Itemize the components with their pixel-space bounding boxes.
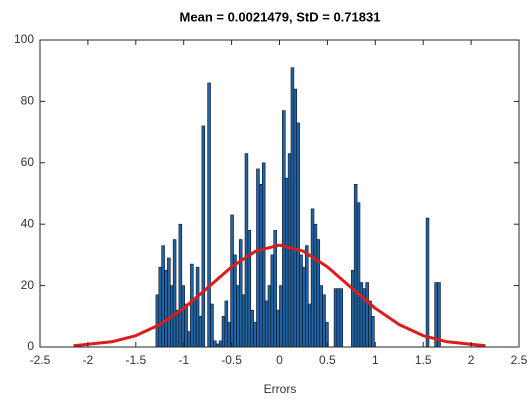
bar — [359, 282, 364, 348]
bar — [319, 285, 323, 348]
bar — [267, 285, 272, 348]
bar — [184, 303, 188, 348]
x-tick-label: -2.5 — [30, 353, 51, 367]
bar — [305, 245, 309, 348]
fit-curve — [73, 243, 486, 348]
bar — [250, 309, 254, 348]
bar — [172, 239, 177, 348]
bar — [233, 254, 237, 348]
y-tick-label: 0 — [27, 339, 34, 353]
bar — [425, 217, 430, 348]
bar — [253, 322, 257, 348]
bar — [227, 322, 231, 348]
bar — [164, 269, 168, 348]
bar — [290, 67, 295, 348]
bar — [198, 315, 203, 348]
bar — [336, 288, 341, 348]
bar — [302, 266, 306, 348]
bar — [351, 269, 355, 348]
x-axis-label: Errors — [264, 382, 297, 396]
bar — [296, 122, 300, 348]
bar — [221, 315, 226, 348]
bar — [371, 315, 375, 348]
bar — [333, 288, 338, 348]
bar — [213, 340, 217, 348]
bar — [161, 245, 165, 348]
bar — [264, 300, 269, 348]
y-tick-label: 60 — [21, 155, 35, 169]
x-tick-label: -1 — [178, 353, 189, 367]
x-tick-label: -1.5 — [125, 353, 146, 367]
x-tick-label: 1 — [372, 353, 379, 367]
bar — [259, 183, 263, 348]
x-tick-label: 2.5 — [511, 353, 528, 367]
bar — [247, 230, 252, 348]
y-tick-label: 40 — [21, 216, 35, 230]
x-tick-label: -0.5 — [221, 353, 242, 367]
bar — [181, 285, 185, 348]
bar — [236, 285, 240, 348]
bar — [276, 309, 280, 348]
bar — [313, 223, 318, 348]
bar — [230, 214, 234, 348]
bar — [339, 288, 344, 348]
bar — [299, 254, 303, 348]
x-tick-label: 1.5 — [415, 353, 432, 367]
bar — [241, 294, 246, 348]
bar — [158, 266, 162, 348]
y-tick-label: 20 — [21, 278, 35, 292]
bar — [201, 125, 206, 348]
x-tick-label: 2 — [468, 353, 475, 367]
x-tick-label: 0.5 — [319, 353, 336, 367]
bar — [244, 153, 249, 348]
bar — [282, 110, 286, 348]
bar — [287, 153, 292, 348]
bar — [270, 254, 275, 348]
y-tick-label: 80 — [21, 94, 35, 108]
bar — [175, 309, 180, 348]
y-tick-label: 100 — [14, 32, 34, 46]
bar — [187, 331, 191, 348]
bar — [207, 82, 211, 348]
x-tick-label: 0 — [276, 353, 283, 367]
bar — [195, 266, 200, 348]
bar — [279, 285, 283, 348]
bar — [293, 88, 298, 348]
bar — [307, 303, 312, 348]
bar — [368, 300, 372, 348]
bar — [192, 300, 197, 348]
bar — [356, 202, 361, 348]
bar — [224, 300, 229, 348]
bar — [353, 183, 358, 348]
bar — [261, 162, 266, 348]
bar — [178, 223, 183, 348]
bar — [365, 282, 369, 348]
bar — [238, 239, 243, 348]
bar — [322, 294, 326, 348]
bar — [167, 257, 171, 348]
bar — [218, 340, 223, 348]
bar — [310, 208, 315, 348]
bar — [437, 282, 441, 348]
bar — [190, 263, 194, 348]
bar — [284, 177, 289, 348]
chart-title: Mean = 0.0021479, StD = 0.71831 — [180, 9, 381, 24]
bar — [155, 294, 160, 348]
bar — [316, 239, 321, 348]
bar — [256, 168, 260, 348]
bar — [210, 303, 214, 348]
x-tick-label: -2 — [83, 353, 94, 367]
